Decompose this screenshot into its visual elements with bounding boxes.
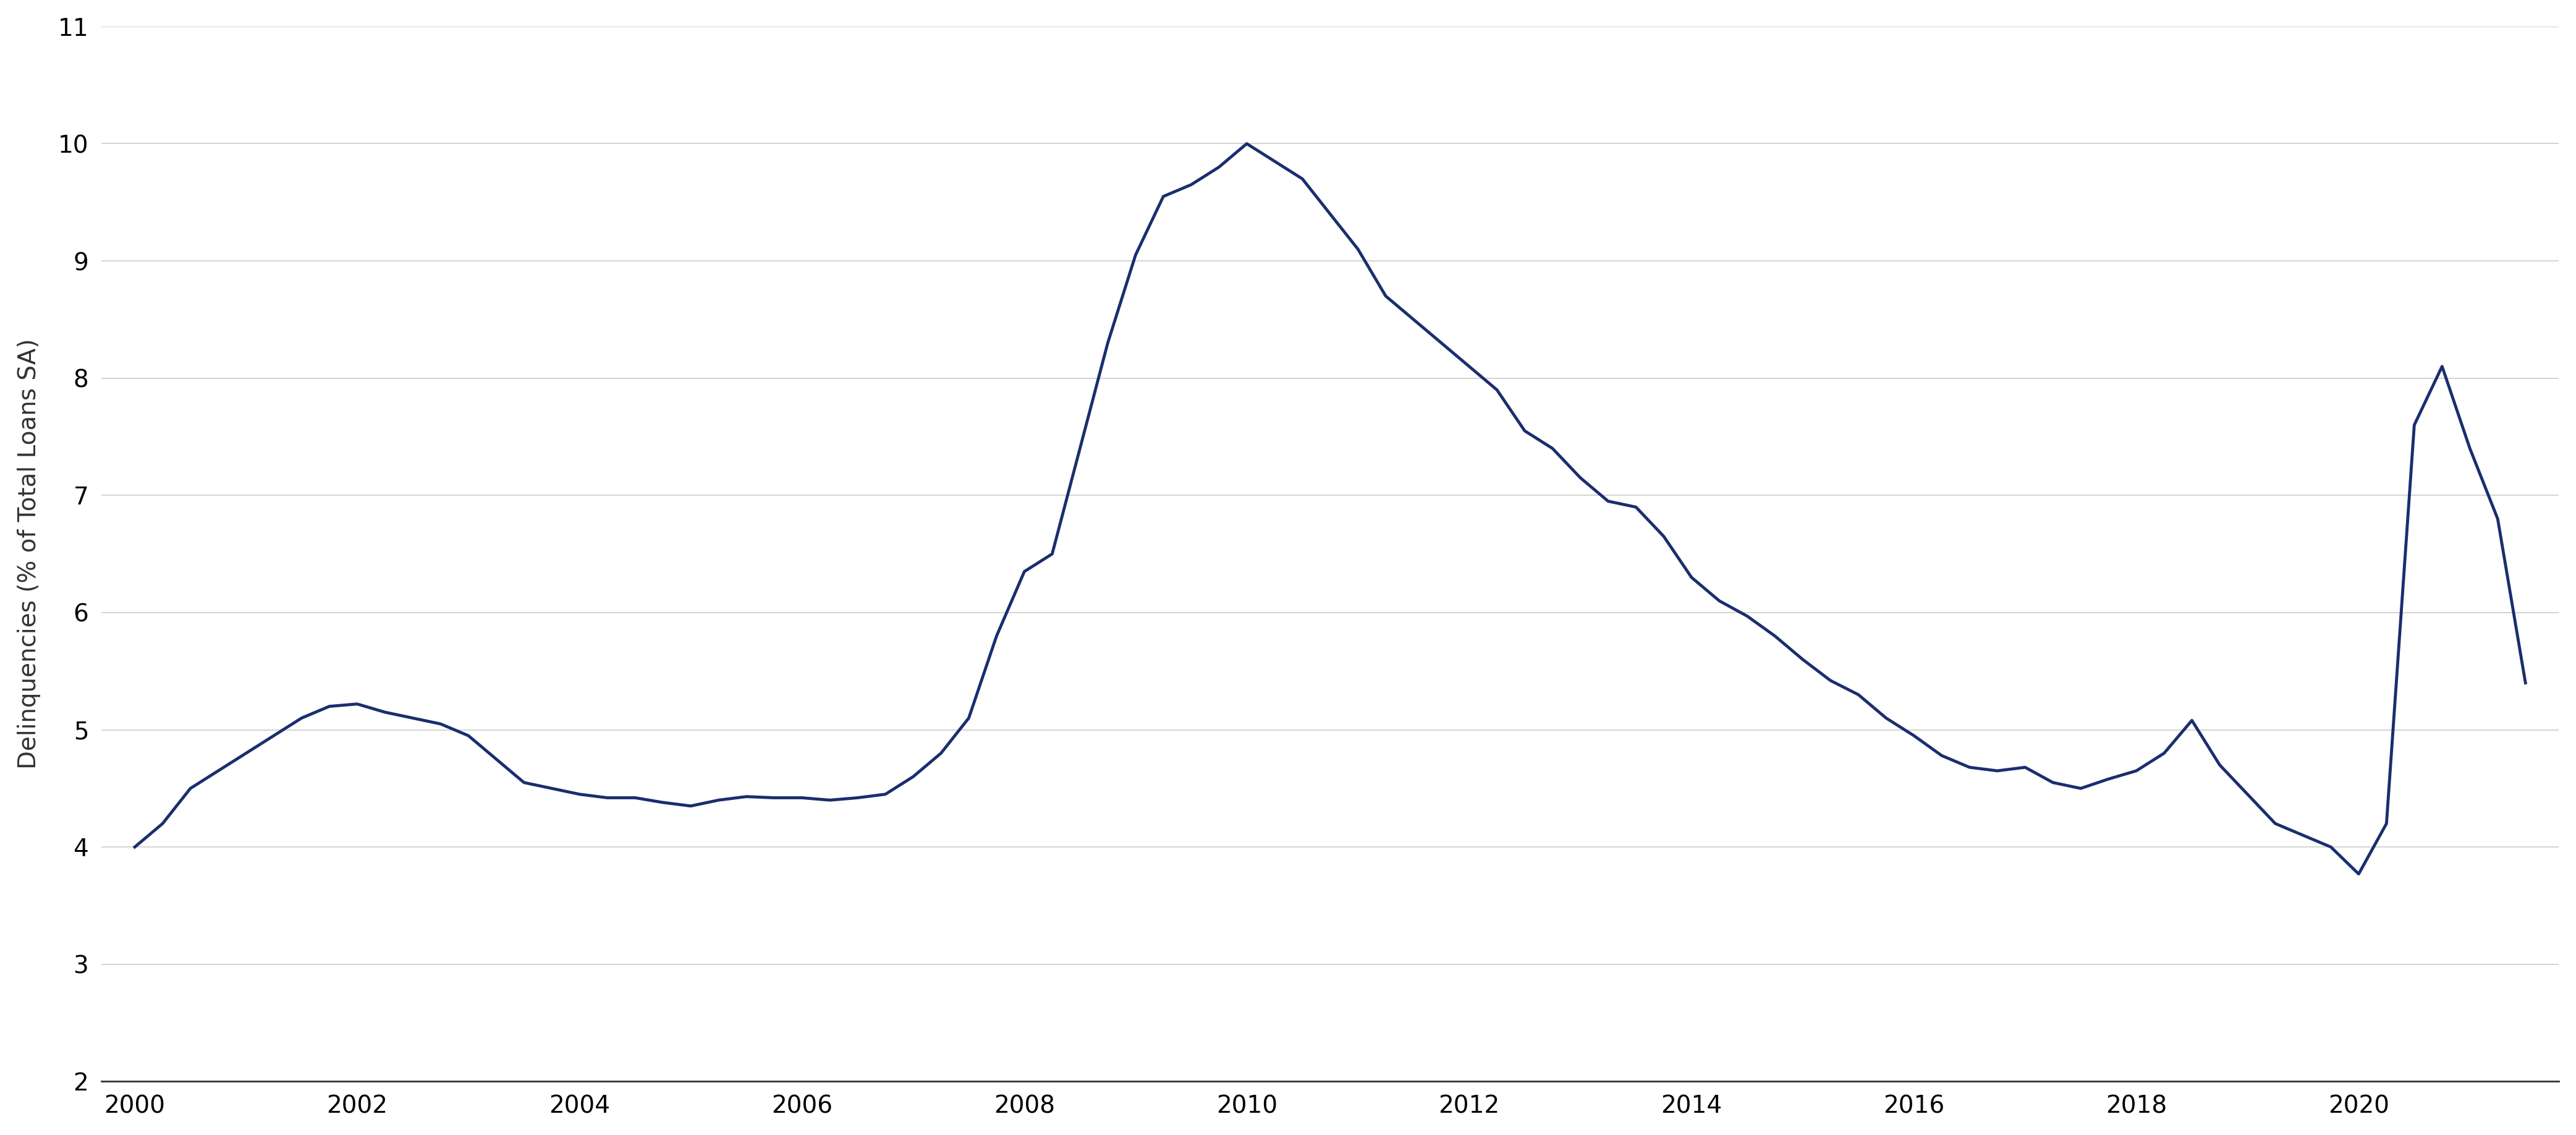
Y-axis label: Delinquencies (% of Total Loans SA): Delinquencies (% of Total Loans SA) [18, 338, 41, 770]
